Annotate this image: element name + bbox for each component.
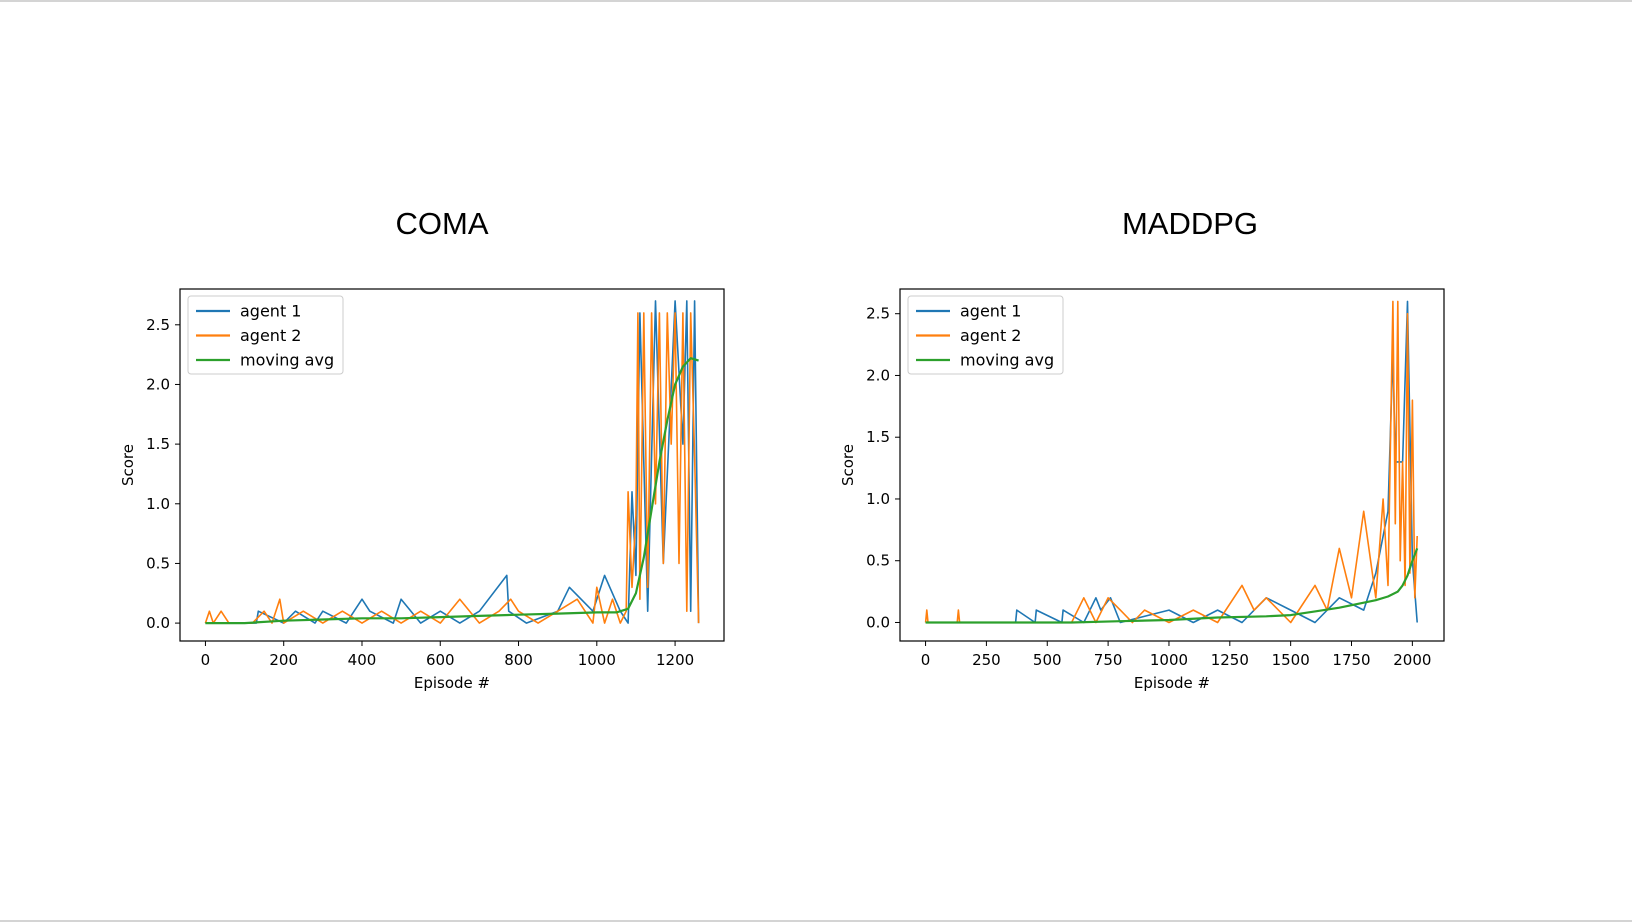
- y-tick-label: 1.0: [866, 490, 890, 508]
- legend-box: [907, 295, 1064, 375]
- x-tick-label: 250: [972, 651, 1001, 669]
- x-tick-label: 0: [921, 651, 931, 669]
- y-tick-label: 0.0: [146, 614, 170, 632]
- chart-title-maddpg: MADDPG: [1121, 206, 1259, 241]
- plot-area: [204, 300, 700, 625]
- x-axis-label: Episode #: [414, 674, 490, 692]
- x-tick-label: 200: [269, 651, 298, 669]
- plot-area: [924, 300, 1419, 624]
- legend-label: agent 1: [960, 302, 1021, 321]
- chart-title-coma: COMA: [395, 206, 489, 241]
- y-tick-label: 2.0: [146, 375, 170, 393]
- y-tick-label: 2.0: [866, 366, 890, 384]
- x-tick-label: 1500: [1272, 651, 1310, 669]
- legend-label: agent 2: [960, 326, 1021, 345]
- axes-frame: [899, 288, 1445, 642]
- x-tick-label: 1000: [1150, 651, 1188, 669]
- y-tick-label: 0.0: [866, 613, 890, 631]
- legend-label: agent 1: [240, 302, 301, 321]
- x-tick-label: 1200: [656, 651, 694, 669]
- y-tick-label: 0.5: [146, 554, 170, 572]
- x-tick-label: 800: [504, 651, 533, 669]
- x-tick-label: 750: [1094, 651, 1123, 669]
- y-tick-label: 1.5: [146, 435, 170, 453]
- legend-label: moving avg: [240, 351, 334, 370]
- series-line-moving-avg: [205, 357, 699, 625]
- legend-label: moving avg: [960, 351, 1054, 370]
- x-tick-label: 1000: [578, 651, 616, 669]
- y-tick-label: 1.0: [146, 495, 170, 513]
- x-tick-label: 1750: [1332, 651, 1370, 669]
- legend: agent 1 agent 2 moving avg: [187, 295, 344, 375]
- y-tick-label: 2.5: [866, 305, 890, 323]
- series-line-moving-avg: [925, 548, 1419, 624]
- x-axis-label: Episode #: [1134, 674, 1210, 692]
- axes-frame: [179, 288, 725, 642]
- legend: agent 1 agent 2 moving avg: [907, 295, 1064, 375]
- x-tick-label: 600: [426, 651, 455, 669]
- x-tick-label: 1250: [1211, 651, 1249, 669]
- legend-box: [187, 295, 344, 375]
- y-tick-label: 1.5: [866, 428, 890, 446]
- y-axis-label: Score: [839, 444, 857, 486]
- y-axis-label: Score: [119, 444, 137, 486]
- y-tick-label: 0.5: [866, 552, 890, 570]
- x-tick-label: 0: [201, 651, 211, 669]
- y-tick-label: 2.5: [146, 316, 170, 334]
- x-tick-label: 400: [348, 651, 377, 669]
- series-line-agent-2: [204, 312, 700, 624]
- legend-label: agent 2: [240, 326, 301, 345]
- x-tick-label: 500: [1033, 651, 1062, 669]
- x-tick-label: 2000: [1393, 651, 1431, 669]
